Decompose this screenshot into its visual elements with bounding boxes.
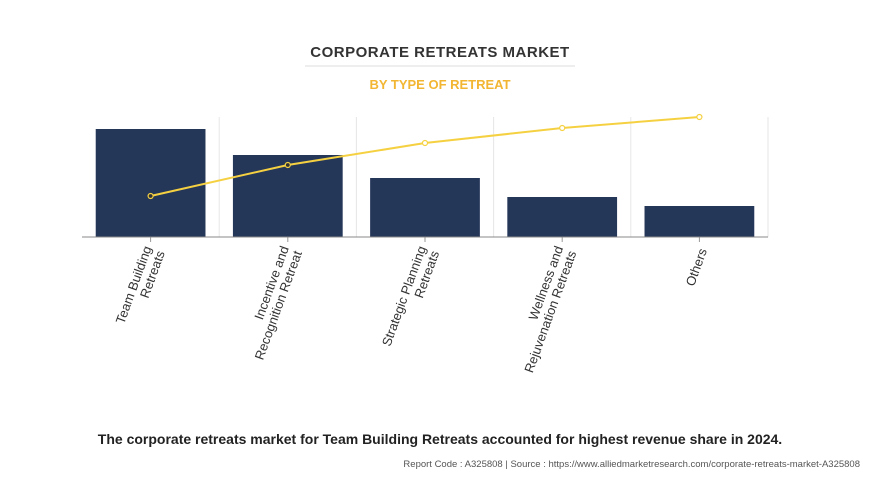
line-point <box>421 139 429 147</box>
bar <box>644 206 755 237</box>
line-point <box>559 124 566 132</box>
bar <box>370 178 480 237</box>
bar <box>507 197 618 237</box>
caption: The corporate retreats market for Team B… <box>98 431 782 447</box>
bar <box>232 155 343 237</box>
source: Report Code : A325808 | Source : https:/… <box>403 459 860 470</box>
line-point <box>284 161 291 169</box>
bar <box>95 129 206 237</box>
line-point <box>147 192 154 200</box>
chart-subtitle: BY TYPE OF RETREAT <box>369 77 510 92</box>
line-point <box>696 113 703 121</box>
chart-title: CORPORATE RETREATS MARKET <box>310 44 569 61</box>
